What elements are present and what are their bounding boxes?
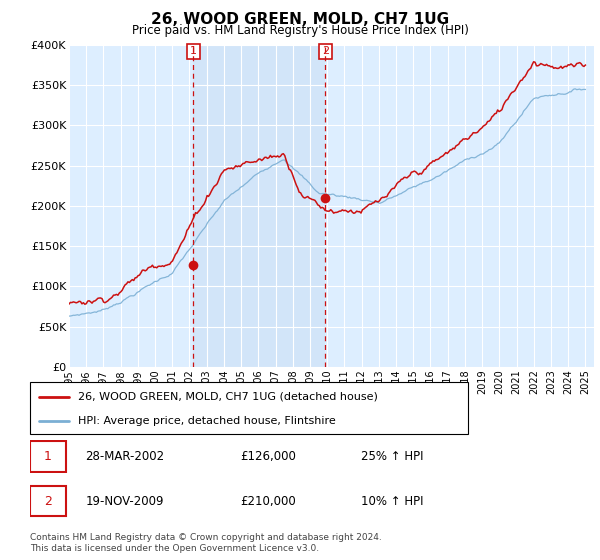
FancyBboxPatch shape [30, 382, 468, 434]
Text: £126,000: £126,000 [240, 450, 296, 463]
FancyBboxPatch shape [30, 486, 66, 516]
Text: 2: 2 [322, 46, 329, 57]
Text: 2: 2 [44, 494, 52, 508]
Text: 10% ↑ HPI: 10% ↑ HPI [361, 494, 424, 508]
Text: 1: 1 [44, 450, 52, 463]
Bar [193, 45, 325, 367]
Text: 25% ↑ HPI: 25% ↑ HPI [361, 450, 424, 463]
Text: Price paid vs. HM Land Registry's House Price Index (HPI): Price paid vs. HM Land Registry's House … [131, 24, 469, 36]
Text: 19-NOV-2009: 19-NOV-2009 [85, 494, 164, 508]
FancyBboxPatch shape [30, 441, 66, 472]
Text: Contains HM Land Registry data © Crown copyright and database right 2024.
This d: Contains HM Land Registry data © Crown c… [30, 533, 382, 553]
Text: 28-MAR-2002: 28-MAR-2002 [85, 450, 164, 463]
Text: 26, WOOD GREEN, MOLD, CH7 1UG: 26, WOOD GREEN, MOLD, CH7 1UG [151, 12, 449, 27]
Text: £210,000: £210,000 [240, 494, 296, 508]
Text: 1: 1 [190, 46, 197, 57]
Text: HPI: Average price, detached house, Flintshire: HPI: Average price, detached house, Flin… [78, 416, 336, 426]
Text: 26, WOOD GREEN, MOLD, CH7 1UG (detached house): 26, WOOD GREEN, MOLD, CH7 1UG (detached … [78, 392, 378, 402]
